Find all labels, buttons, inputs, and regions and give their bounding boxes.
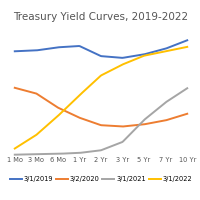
3/1/2021 (14, 153, 16, 156)
3/1/2021 (186, 87, 188, 89)
3/2/2020 (21, 88, 23, 91)
3/2/2020 (121, 125, 123, 128)
Legend: 3/1/2019, 3/2/2020, 3/1/2021, 3/1/2022: 3/1/2019, 3/2/2020, 3/1/2021, 3/1/2022 (10, 176, 192, 182)
3/1/2022 (24, 141, 26, 143)
Line: 3/1/2022: 3/1/2022 (15, 47, 187, 149)
3/1/2019 (24, 50, 26, 52)
3/1/2019 (186, 39, 188, 41)
3/2/2020 (24, 89, 26, 92)
3/1/2021 (171, 97, 174, 99)
3/2/2020 (14, 87, 16, 89)
3/1/2019 (60, 46, 62, 48)
Line: 3/2/2020: 3/2/2020 (15, 88, 187, 127)
3/1/2021 (24, 153, 26, 156)
Line: 3/1/2019: 3/1/2019 (15, 40, 187, 58)
3/2/2020 (60, 108, 62, 110)
Title: Treasury Yield Curves, 2019-2022: Treasury Yield Curves, 2019-2022 (13, 12, 189, 22)
3/2/2020 (186, 113, 188, 115)
3/1/2021 (177, 93, 180, 95)
3/1/2021 (46, 153, 48, 155)
3/1/2019 (172, 44, 175, 47)
3/1/2019 (46, 48, 48, 50)
3/2/2020 (46, 99, 48, 102)
3/1/2019 (21, 50, 23, 52)
3/1/2022 (186, 46, 188, 48)
Line: 3/1/2021: 3/1/2021 (15, 88, 187, 155)
3/2/2020 (178, 115, 181, 117)
3/1/2022 (46, 124, 48, 127)
3/1/2022 (171, 49, 174, 51)
3/1/2022 (177, 47, 180, 50)
3/1/2021 (21, 153, 23, 156)
3/1/2021 (60, 152, 62, 155)
3/1/2022 (60, 112, 62, 114)
3/1/2019 (121, 57, 123, 59)
3/1/2022 (21, 143, 23, 145)
3/1/2019 (14, 50, 16, 52)
3/1/2019 (178, 42, 181, 45)
3/2/2020 (172, 117, 175, 119)
3/1/2022 (14, 147, 16, 150)
